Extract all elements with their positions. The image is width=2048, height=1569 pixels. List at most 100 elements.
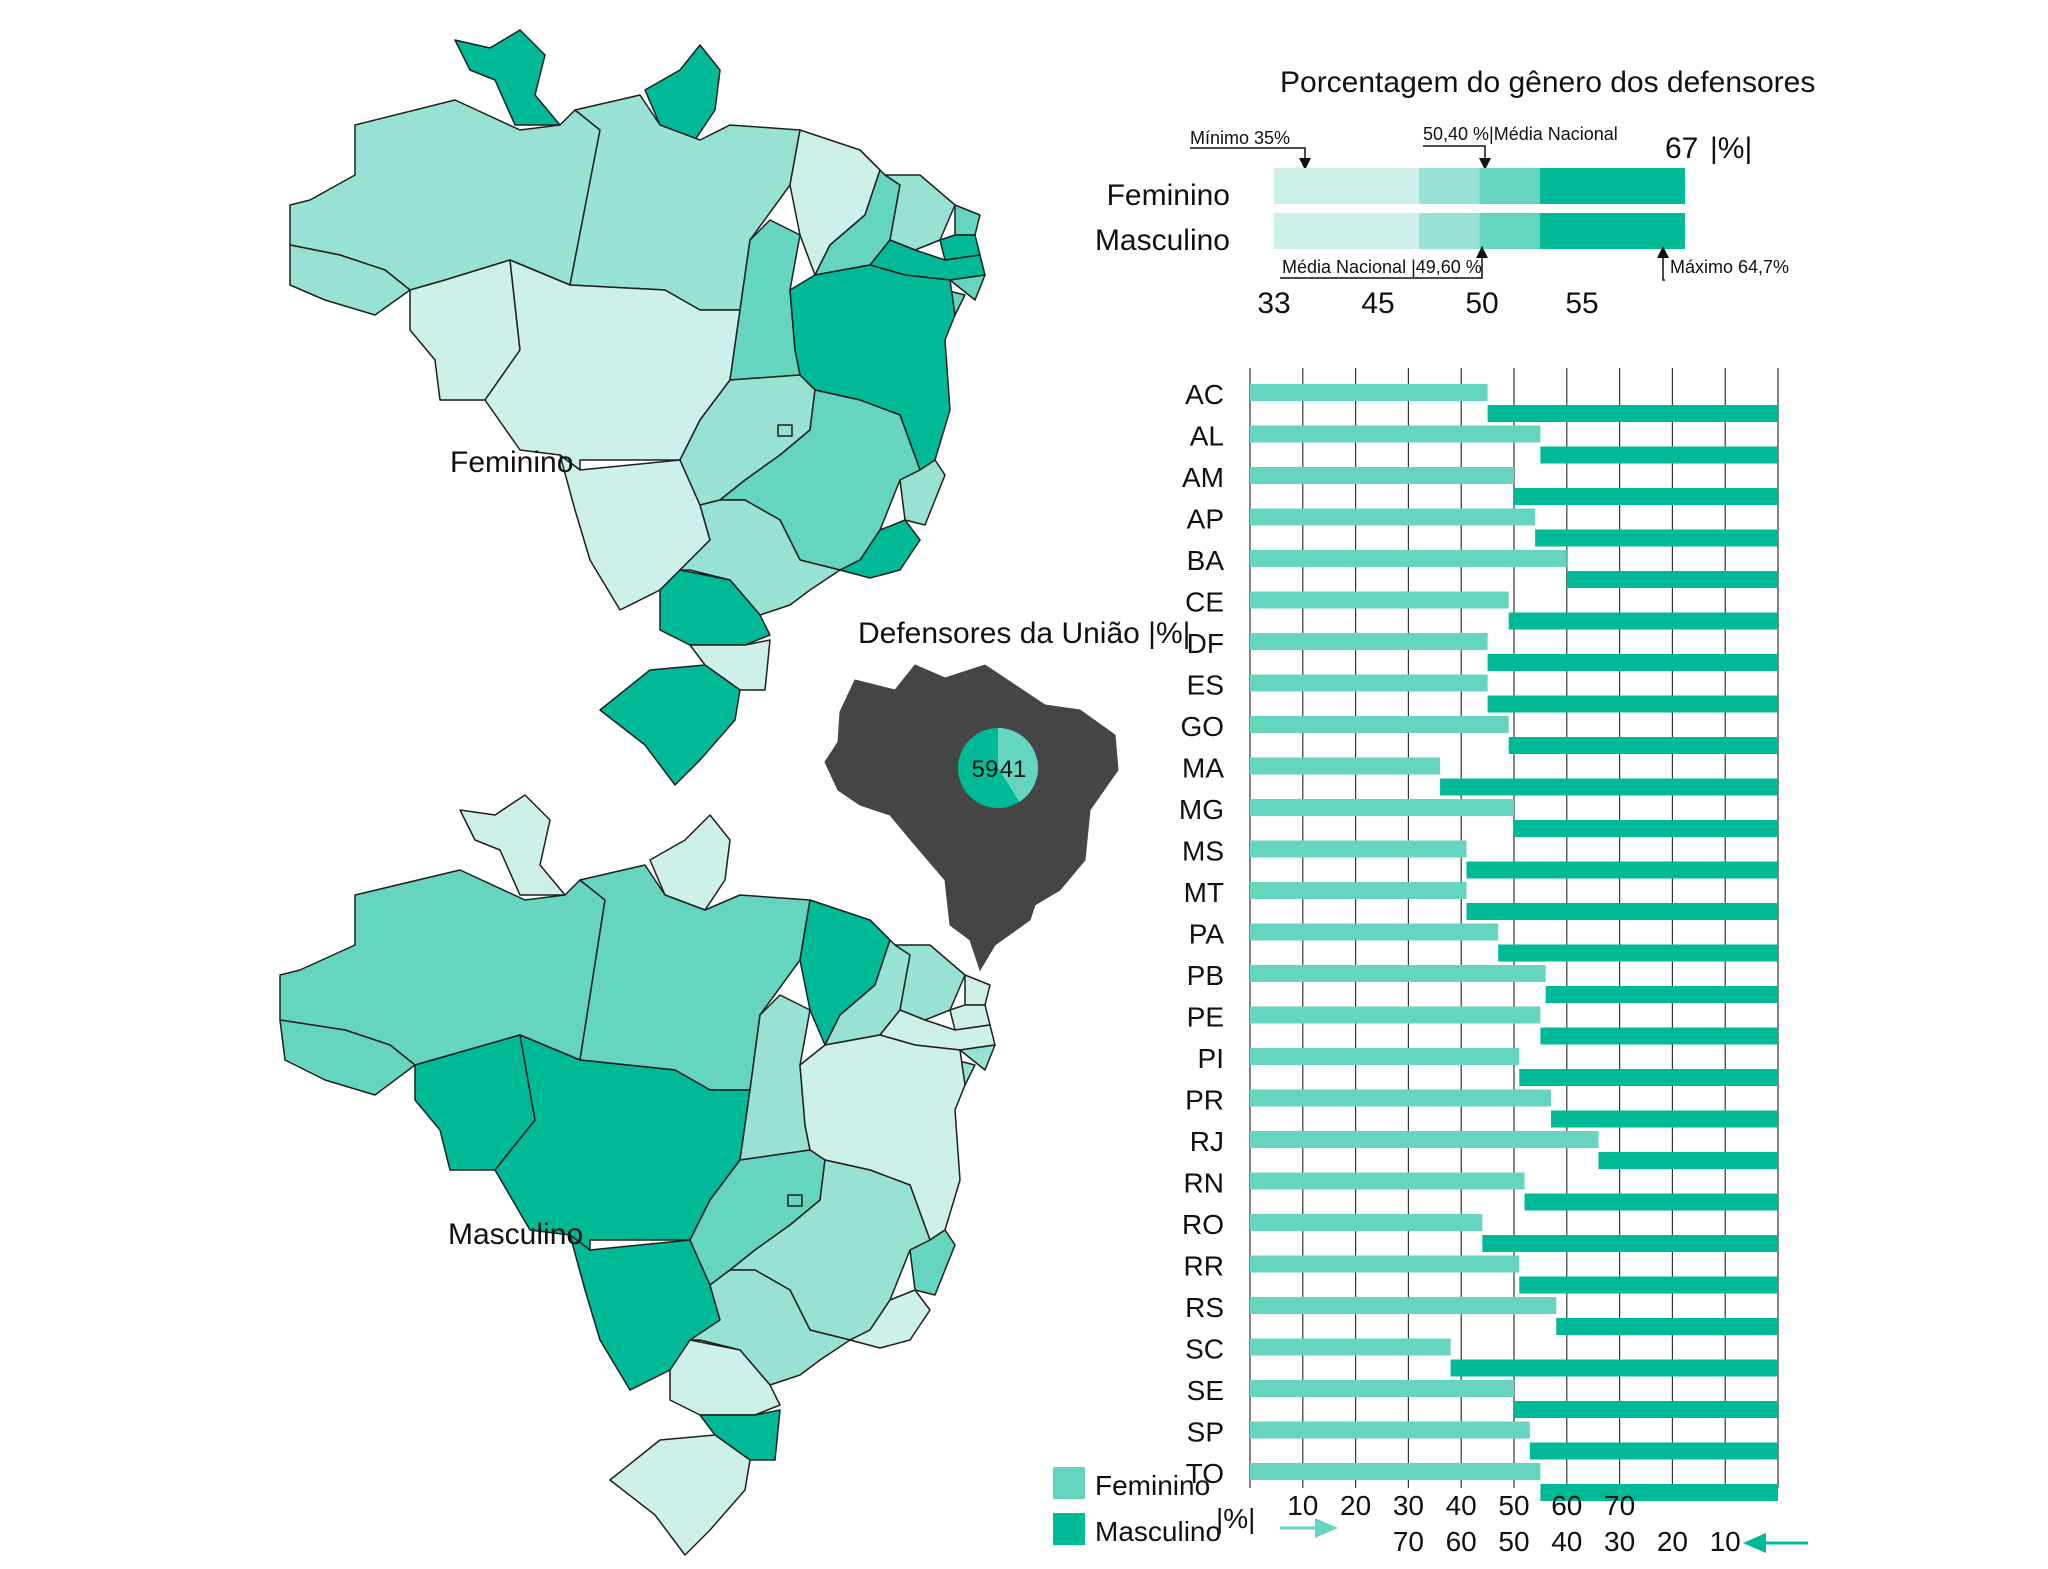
scale-tick-45: 45 bbox=[1361, 287, 1394, 320]
category-label-rn: RN bbox=[1184, 1168, 1224, 1199]
x-tick-masculino-50: 50 bbox=[1498, 1526, 1529, 1557]
bar-masculino-es bbox=[1487, 695, 1778, 713]
bar-masculino-ms bbox=[1466, 861, 1778, 879]
legend-unit: |%| bbox=[1216, 1503, 1255, 1534]
x-tick-feminino-50: 50 bbox=[1498, 1490, 1529, 1521]
category-label-sp: SP bbox=[1187, 1417, 1224, 1448]
scale-min-pointer bbox=[1190, 147, 1311, 170]
scale-media-fem-pointer bbox=[1423, 145, 1491, 170]
scale-seg-feminino-1 bbox=[1274, 168, 1420, 204]
region-ce-masc bbox=[894, 944, 966, 1021]
category-label-rr: RR bbox=[1184, 1251, 1224, 1282]
category-label-es: ES bbox=[1187, 670, 1224, 701]
bar-masculino-ap bbox=[1535, 529, 1778, 547]
bar-feminino-ba bbox=[1250, 550, 1567, 567]
bar-masculino-pr bbox=[1550, 1110, 1778, 1128]
scale-max-pointer bbox=[1657, 246, 1669, 281]
scale-seg-masculino-2 bbox=[1419, 213, 1480, 249]
bar-masculino-go bbox=[1508, 737, 1778, 754]
region-pb-fem bbox=[939, 234, 981, 261]
map-feminino-label: Feminino bbox=[450, 446, 573, 479]
bar-masculino-sc bbox=[1450, 1359, 1778, 1377]
bar-feminino-rn bbox=[1250, 1172, 1525, 1190]
legend-label-masculino: Masculino bbox=[1095, 1516, 1221, 1547]
bar-feminino-ce bbox=[1250, 591, 1509, 609]
map-feminino bbox=[289, 29, 986, 786]
region-al-fem bbox=[949, 274, 986, 301]
bar-feminino-pr bbox=[1250, 1089, 1551, 1107]
region-rs-fem bbox=[599, 664, 741, 786]
bar-feminino-rj bbox=[1250, 1131, 1599, 1148]
bar-feminino-sp bbox=[1250, 1421, 1530, 1439]
x-tick-feminino-60: 60 bbox=[1551, 1490, 1582, 1521]
category-label-pe: PE bbox=[1187, 1002, 1224, 1033]
region-df-fem bbox=[777, 424, 793, 437]
legend-label-feminino: Feminino bbox=[1095, 1470, 1210, 1501]
scale-seg-masculino-1 bbox=[1274, 213, 1420, 249]
category-label-ba: BA bbox=[1187, 545, 1225, 576]
category-label-se: SE bbox=[1187, 1375, 1224, 1406]
category-label-al: AL bbox=[1190, 421, 1224, 452]
category-label-pi: PI bbox=[1198, 1043, 1224, 1074]
region-rj-fem bbox=[839, 519, 921, 579]
bar-feminino-ma bbox=[1250, 757, 1441, 775]
scale-title: Porcentagem do gênero dos defensores bbox=[1280, 66, 1815, 99]
category-label-df: DF bbox=[1187, 628, 1224, 659]
bar-masculino-pi bbox=[1519, 1069, 1778, 1086]
bar-feminino-ro bbox=[1250, 1214, 1483, 1231]
x-tick-masculino-30: 30 bbox=[1604, 1526, 1635, 1557]
bar-masculino-se bbox=[1514, 1401, 1778, 1418]
region-ac-masc bbox=[279, 1019, 416, 1096]
bar-masculino-ce bbox=[1508, 612, 1778, 630]
x-tick-feminino-70: 70 bbox=[1604, 1490, 1635, 1521]
region-rr-masc bbox=[459, 794, 566, 896]
legend-swatch-feminino bbox=[1053, 1467, 1085, 1499]
map-masculino-label: Masculino bbox=[448, 1218, 583, 1251]
bar-masculino-ma bbox=[1440, 778, 1778, 796]
region-pr-masc bbox=[669, 1339, 781, 1416]
arrow-feminino-direction bbox=[1280, 1518, 1338, 1538]
category-label-ms: MS bbox=[1182, 836, 1224, 867]
category-label-rs: RS bbox=[1185, 1292, 1224, 1323]
uniao-title: Defensores da União |%| bbox=[858, 617, 1190, 650]
bar-feminino-to bbox=[1250, 1463, 1541, 1480]
x-tick-masculino-20: 20 bbox=[1657, 1526, 1688, 1557]
pie-slice-feminino bbox=[998, 728, 1038, 802]
pie-label-feminino: 41 bbox=[1000, 756, 1027, 783]
bar-masculino-to bbox=[1540, 1484, 1778, 1501]
bar-feminino-mg bbox=[1250, 799, 1514, 816]
region-df-masc bbox=[787, 1194, 803, 1207]
category-label-ro: RO bbox=[1182, 1209, 1224, 1240]
category-label-go: GO bbox=[1180, 711, 1224, 742]
bar-masculino-df bbox=[1487, 654, 1778, 671]
bar-feminino-ap bbox=[1250, 508, 1536, 526]
scale-unit: |%| bbox=[1710, 132, 1752, 165]
bar-masculino-ac bbox=[1487, 405, 1778, 422]
bar-feminino-sc bbox=[1250, 1338, 1451, 1356]
category-label-pa: PA bbox=[1189, 919, 1225, 950]
scale-tick-50: 50 bbox=[1465, 287, 1498, 320]
bar-masculino-pa bbox=[1498, 944, 1778, 962]
bar-masculino-rn bbox=[1524, 1193, 1778, 1211]
bar-feminino-go bbox=[1250, 716, 1509, 733]
bar-masculino-mg bbox=[1514, 820, 1778, 837]
category-label-pb: PB bbox=[1187, 960, 1224, 991]
category-label-sc: SC bbox=[1185, 1334, 1224, 1365]
pie-label-masculino: 59 bbox=[972, 756, 999, 783]
x-tick-masculino-40: 40 bbox=[1551, 1526, 1582, 1557]
scale-seg-masculino-4 bbox=[1539, 213, 1685, 249]
x-tick-feminino-30: 30 bbox=[1393, 1490, 1424, 1521]
region-es-masc bbox=[909, 1229, 956, 1296]
bar-masculino-ro bbox=[1482, 1235, 1778, 1252]
arrow-masculino-direction bbox=[1743, 1533, 1808, 1553]
x-tick-feminino-20: 20 bbox=[1340, 1490, 1371, 1521]
region-pr-fem bbox=[659, 569, 771, 646]
category-label-am: AM bbox=[1182, 462, 1224, 493]
category-label-mg: MG bbox=[1179, 794, 1224, 825]
region-ac-fem bbox=[289, 244, 411, 316]
bar-feminino-rr bbox=[1250, 1255, 1520, 1273]
map-masculino bbox=[279, 794, 996, 1556]
scale-rows bbox=[1274, 168, 1685, 249]
scale-row-label-feminino: Feminino bbox=[1107, 179, 1230, 212]
scale-seg-feminino-4 bbox=[1539, 168, 1685, 204]
